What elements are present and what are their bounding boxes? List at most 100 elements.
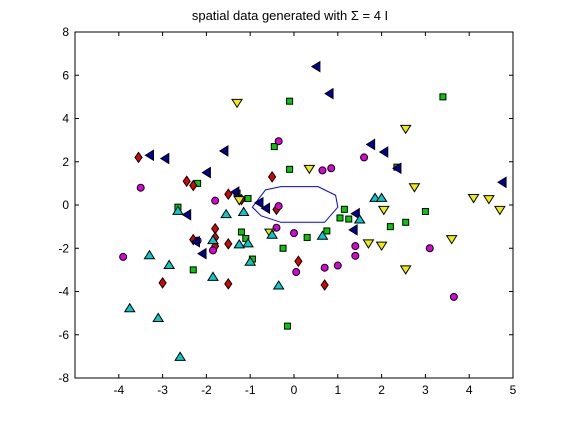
triangle-down-marker: [231, 98, 243, 109]
triangle-left-marker: [348, 223, 358, 236]
triangle-down-marker: [467, 194, 480, 204]
triangle-down-marker: [377, 205, 390, 216]
triangle-left-marker: [190, 235, 200, 248]
triangle-up-marker: [272, 280, 285, 290]
diamond-marker: [134, 151, 143, 164]
circle-marker: [351, 251, 360, 260]
triangle-up-marker: [163, 259, 176, 269]
triangle-left-marker: [159, 152, 170, 165]
data-points-layer: [119, 60, 507, 361]
square-marker: [340, 205, 348, 213]
circle-marker: [274, 202, 283, 211]
square-marker: [279, 244, 287, 252]
x-tick-label: 1: [334, 383, 341, 397]
square-marker: [439, 93, 447, 101]
circle-marker: [425, 244, 434, 253]
triangle-left-marker: [229, 186, 240, 198]
triangle-up-marker: [172, 205, 184, 215]
triangle-up-marker: [123, 302, 136, 313]
square-marker: [237, 228, 245, 236]
triangle-down-marker: [233, 196, 246, 206]
triangle-left-marker: [197, 247, 207, 260]
diamond-marker: [294, 255, 303, 268]
square-marker: [283, 322, 291, 330]
y-tick-label: 0: [62, 198, 69, 212]
x-tick-label: 0: [291, 383, 298, 397]
triangle-up-marker: [244, 256, 257, 266]
triangle-down-marker: [493, 205, 506, 216]
circle-marker: [119, 252, 128, 261]
axis-ticks: [75, 31, 514, 379]
circle-marker: [318, 166, 327, 175]
y-tick-label: 8: [62, 25, 69, 39]
square-marker: [286, 165, 294, 173]
y-tick-label: -4: [58, 285, 69, 299]
circle-marker: [351, 242, 360, 251]
triangle-up-marker: [375, 192, 388, 202]
triangle-left-marker: [260, 202, 271, 215]
diamond-marker: [320, 279, 329, 291]
square-marker: [323, 227, 331, 235]
triangle-left-marker: [310, 60, 321, 73]
triangle-down-marker: [303, 164, 316, 175]
triangle-left-marker: [350, 207, 360, 220]
triangle-left-marker: [201, 166, 211, 179]
triangle-up-marker: [233, 238, 246, 249]
square-marker: [402, 218, 410, 226]
triangle-left-marker: [218, 145, 229, 157]
diamond-marker: [158, 276, 167, 289]
triangle-up-marker: [237, 206, 250, 216]
square-marker: [286, 97, 294, 105]
diamond-marker: [189, 179, 198, 192]
triangle-up-marker: [207, 271, 219, 281]
triangle-up-marker: [316, 230, 329, 240]
triangle-down-marker: [375, 241, 388, 252]
x-tick-label: -3: [157, 383, 168, 397]
triangle-left-marker: [181, 208, 192, 221]
triangle-left-marker: [144, 149, 154, 162]
triangle-down-marker: [408, 183, 421, 193]
triangle-up-marker: [152, 312, 165, 322]
y-tick-label: -2: [58, 241, 69, 255]
triangle-up-marker: [174, 351, 187, 361]
diamond-marker: [224, 188, 233, 201]
triangle-left-marker: [497, 176, 507, 189]
diamond-marker: [267, 171, 277, 183]
triangle-down-marker: [399, 124, 412, 135]
circle-marker: [360, 153, 369, 162]
boundary-polygon: [251, 186, 339, 223]
x-tick-label: 2: [378, 383, 385, 397]
circle-marker: [208, 246, 217, 255]
triangle-left-marker: [324, 87, 334, 100]
square-marker: [336, 214, 344, 222]
triangle-up-marker: [266, 229, 279, 239]
y-tick-label: -6: [58, 328, 69, 342]
circle-marker: [292, 268, 301, 277]
triangle-left-marker: [391, 162, 402, 175]
triangle-up-marker: [143, 249, 156, 260]
circle-marker: [333, 261, 342, 270]
triangle-up-marker: [207, 234, 219, 245]
x-tick-label: 5: [510, 383, 517, 397]
square-marker: [421, 207, 429, 215]
square-marker: [386, 223, 394, 231]
circle-marker: [290, 229, 298, 238]
triangle-down-marker: [445, 235, 458, 245]
circle-marker: [211, 196, 220, 205]
x-tick-label: 4: [466, 383, 473, 397]
triangle-up-marker: [220, 208, 233, 219]
square-marker: [244, 195, 252, 203]
triangle-up-marker: [353, 214, 366, 224]
x-tick-label: -1: [245, 383, 256, 397]
chart-title: spatial data generated with Σ = 4 I: [192, 8, 388, 23]
square-marker: [189, 266, 197, 274]
diamond-marker: [224, 238, 233, 250]
diamond-marker: [224, 278, 233, 290]
y-tick-label: -8: [58, 371, 69, 385]
y-tick-label: 6: [62, 68, 69, 82]
y-tick-labels: -8 -6 -4 -2 0 2 4 6 8: [58, 25, 69, 385]
triangle-down-marker: [399, 265, 412, 275]
circle-marker: [327, 164, 336, 173]
